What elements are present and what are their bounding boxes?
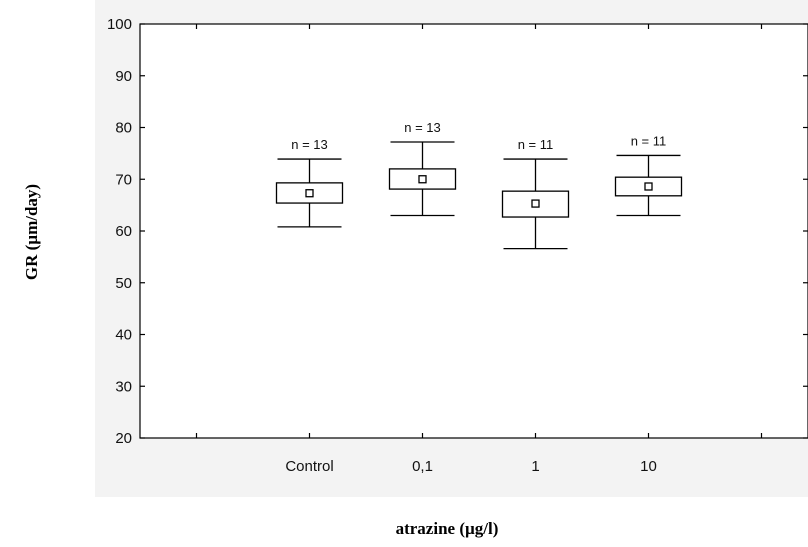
box-group: n = 13 [275,137,344,228]
box-group: n = 13 [388,120,457,217]
mean-marker [305,189,314,198]
sample-size-label: n = 13 [404,120,441,135]
mean-marker [418,175,427,184]
y-tick-label: 100 [107,16,132,33]
y-axis: 20 30 40 50 60 70 80 90 100 [107,16,808,447]
x-tick-label: Control [285,458,333,475]
y-tick-label: 60 [115,223,132,240]
y-tick-label: 90 [115,68,132,85]
x-tick-label: 10 [640,458,657,475]
x-axis-title: atrazine (µg/l) [396,519,499,538]
plot-area [139,23,808,439]
box-series: n = 13 n = 13 n = 11 n = 11 [275,120,683,250]
x-tick-label: 1 [531,458,539,475]
sample-size-label: n = 11 [631,133,667,148]
x-tick-label: 0,1 [412,458,433,475]
y-tick-label: 80 [115,120,132,137]
sample-size-label: n = 13 [291,137,328,152]
box-group: n = 11 [614,133,683,217]
mean-marker [531,199,540,208]
mean-marker [644,182,653,191]
sample-size-label: n = 11 [518,137,554,152]
y-tick-label: 50 [115,275,132,292]
y-tick-label: 30 [115,378,132,395]
y-tick-label: 70 [115,171,132,188]
y-tick-label: 20 [115,430,132,447]
y-axis-title: GR (µm/day) [22,184,41,280]
x-axis: Control 0,1 1 10 [195,24,763,475]
y-tick-label: 40 [115,327,132,344]
box-group: n = 11 [501,137,570,250]
